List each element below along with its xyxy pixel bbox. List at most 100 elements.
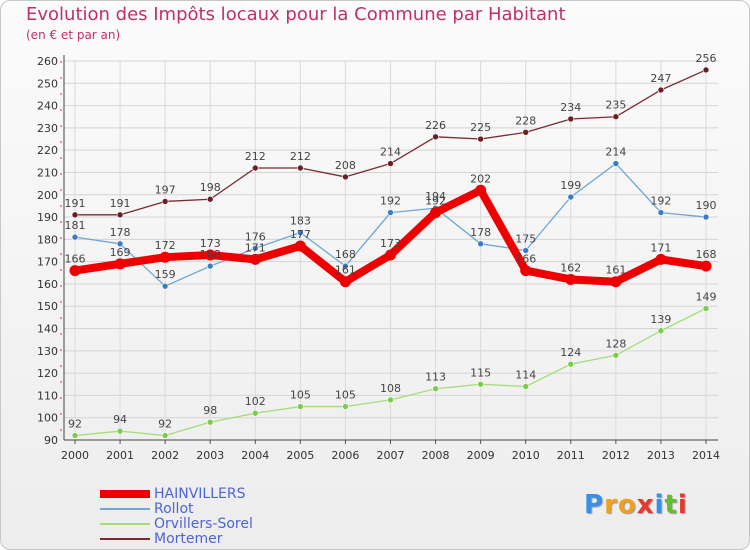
y-tick-label: 250	[37, 77, 58, 90]
data-label: 226	[425, 119, 446, 132]
data-point	[702, 213, 710, 221]
data-label: 194	[425, 190, 446, 203]
data-label: 234	[560, 101, 581, 114]
legend-item-rollot: Rollot	[100, 501, 194, 517]
data-label: 128	[605, 337, 626, 350]
y-tick-label: 130	[37, 345, 58, 358]
x-tick-label: 2012	[602, 449, 630, 462]
data-point	[204, 249, 216, 261]
data-label: 198	[200, 181, 221, 194]
data-label: 166	[515, 253, 536, 266]
x-tick-label: 2005	[286, 449, 314, 462]
data-point	[161, 432, 169, 439]
data-point	[387, 209, 394, 216]
legend-label: Orvillers-Sorel	[154, 516, 253, 532]
data-point	[297, 229, 304, 236]
y-tick-label: 140	[37, 323, 58, 336]
x-tick-label: 2004	[241, 449, 269, 462]
data-label: 212	[290, 150, 311, 163]
data-point	[432, 133, 439, 141]
data-point	[249, 253, 261, 265]
data-label: 166	[65, 253, 86, 266]
data-label: 208	[335, 159, 356, 172]
grid	[64, 60, 718, 441]
data-label: 178	[110, 226, 131, 239]
logo-letter: r	[604, 490, 618, 520]
legend-swatch	[100, 490, 150, 498]
data-point	[71, 432, 79, 439]
data-label: 169	[110, 246, 131, 259]
data-label: 183	[290, 215, 311, 228]
y-tick-label: 260	[37, 55, 58, 68]
legend-swatch	[100, 523, 150, 525]
data-label: 92	[158, 418, 172, 431]
data-point	[297, 164, 304, 172]
data-point	[567, 193, 575, 201]
data-point	[477, 380, 484, 388]
data-label: 113	[425, 371, 446, 384]
y-tick-label: 190	[37, 211, 58, 224]
data-label: 192	[380, 195, 401, 208]
data-label: 178	[470, 226, 491, 239]
data-label: 168	[335, 248, 356, 261]
data-label: 159	[155, 268, 176, 281]
data-label: 171	[245, 241, 266, 254]
data-point	[342, 173, 349, 181]
data-point	[251, 164, 259, 172]
legend-item-hainvillers: HAINVILLERS	[100, 486, 245, 502]
data-label: 191	[65, 197, 86, 210]
legend-label: HAINVILLERS	[154, 486, 246, 502]
data-label: 114	[515, 368, 536, 381]
data-label: 173	[380, 237, 401, 250]
y-tick-label: 160	[37, 278, 58, 291]
data-label: 98	[203, 404, 217, 417]
data-point	[342, 262, 349, 270]
logo-letter: o	[617, 490, 637, 520]
legend-swatch	[100, 508, 150, 510]
legend-label: Mortemer	[154, 531, 223, 547]
data-point	[159, 251, 171, 263]
x-tick-label: 2006	[331, 449, 359, 462]
x-tick-label: 2002	[151, 449, 179, 462]
y-tick-label: 180	[37, 233, 58, 246]
data-point	[206, 262, 214, 270]
data-label: 190	[696, 199, 717, 212]
data-point	[702, 305, 710, 312]
data-label: 191	[110, 197, 131, 210]
data-point	[612, 160, 620, 167]
data-label: 177	[290, 228, 311, 241]
logo-letter: i	[677, 490, 688, 520]
data-label: 102	[245, 395, 266, 408]
data-label: 161	[335, 264, 356, 277]
data-point	[114, 258, 126, 270]
chart-title: Evolution des Impôts locaux pour la Comm…	[26, 4, 566, 25]
data-label: 176	[245, 230, 266, 243]
x-tick-label: 2007	[377, 449, 405, 462]
data-label: 105	[335, 389, 356, 402]
logo-letter: x	[636, 490, 655, 520]
data-point	[475, 184, 487, 196]
data-label: 161	[605, 264, 626, 277]
data-label: 92	[68, 418, 82, 431]
data-point	[522, 383, 530, 390]
data-point	[477, 135, 484, 143]
legend-label: Rollot	[154, 501, 194, 517]
x-tick-label: 2001	[106, 449, 134, 462]
y-tick-label: 110	[37, 389, 58, 402]
legend-item-mortemer: Mortemer	[100, 531, 223, 547]
data-point	[387, 396, 394, 404]
data-label: 197	[155, 183, 176, 196]
data-label: 225	[470, 121, 491, 134]
x-tick-label: 2010	[512, 449, 540, 462]
data-label: 214	[380, 146, 401, 159]
y-tick-label: 240	[37, 100, 58, 113]
data-label: 235	[605, 99, 626, 112]
y-tick-label: 150	[37, 300, 58, 313]
proxiti-logo: Proxiti	[584, 490, 688, 520]
data-point	[116, 427, 124, 435]
data-label: 212	[245, 150, 266, 163]
data-point	[612, 113, 620, 121]
data-label: 256	[696, 52, 717, 65]
data-point	[294, 240, 306, 252]
y-tick-label: 210	[37, 166, 58, 179]
